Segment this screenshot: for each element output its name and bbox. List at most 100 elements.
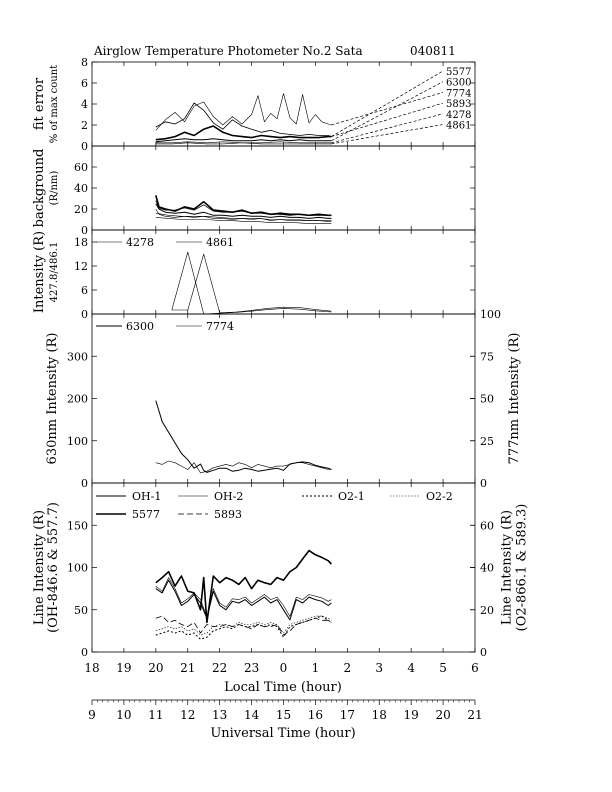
legend-label-5577: 5577 — [446, 67, 471, 78]
series-line-4861 — [155, 142, 332, 145]
y-tick-label: 0 — [81, 224, 88, 237]
y-tick-label: 50 — [74, 604, 88, 617]
ut-tick-label: 9 — [88, 708, 96, 722]
y-right-tick-label: 25 — [480, 435, 494, 448]
y-right-tick-label: 50 — [480, 393, 494, 406]
local-tick-label: 19 — [116, 661, 131, 675]
local-tick-label: 5 — [439, 661, 447, 675]
legend-label-5893: 5893 — [446, 99, 471, 110]
y-tick-label: 150 — [67, 519, 88, 532]
legend-label-OH-1: OH-1 — [132, 490, 161, 503]
y-axis-label: (R/nm) — [49, 171, 60, 206]
y-right-tick-label: 100 — [480, 308, 501, 321]
y-axis-label: Intensity (R) — [32, 231, 47, 313]
series-line-7774 — [155, 93, 332, 131]
legend-label-6300: 6300 — [126, 320, 154, 333]
legend-label-6300: 6300 — [446, 78, 471, 89]
y-tick-label: 300 — [67, 350, 88, 363]
legend-label-O2-1: O2-1 — [338, 490, 365, 503]
series-line-OH-2 — [155, 577, 332, 617]
y-axis-label: 630nm Intensity (R) — [45, 333, 60, 465]
legend-label-7774: 7774 — [206, 320, 234, 333]
ut-tick-label: 12 — [180, 708, 195, 722]
y-tick-label: 0 — [81, 477, 88, 490]
ut-tick-label: 20 — [435, 708, 450, 722]
series-line-5577 — [155, 125, 332, 141]
series-line-O2-1 — [155, 615, 332, 640]
local-tick-label: 1 — [312, 661, 320, 675]
y-tick-label: 60 — [74, 161, 88, 174]
y-right-tick-label: 40 — [480, 562, 494, 575]
ut-tick-label: 19 — [404, 708, 419, 722]
series-line-4278 — [171, 251, 332, 315]
local-tick-label: 18 — [84, 661, 99, 675]
local-tick-label: 20 — [148, 661, 163, 675]
y-tick-label: 100 — [67, 562, 88, 575]
legend-leader-6300 — [331, 81, 444, 142]
legend-label-5577: 5577 — [132, 508, 160, 521]
ut-tick-label: 13 — [212, 708, 227, 722]
ut-tick-label: 10 — [116, 708, 131, 722]
y-axis-label: Line Intensity (R) — [32, 510, 47, 625]
ut-tick-label: 21 — [467, 708, 482, 722]
series-line-6300 — [155, 138, 332, 143]
ut-tick-label: 15 — [276, 708, 291, 722]
figure-title: Airglow Temperature Photometer No.2 Sata — [93, 44, 363, 58]
local-tick-label: 21 — [180, 661, 195, 675]
y-axis-label: background — [32, 149, 47, 228]
panel-630nm-777nm: 0 100 200 300 0 25 50 75 100 630nm Intensity (R) 7… — [45, 308, 522, 490]
series-line-4861 — [171, 253, 332, 314]
ut-tick-label: 16 — [308, 708, 323, 722]
local-tick-label: 3 — [375, 661, 383, 675]
legend-label-4861: 4861 — [206, 236, 234, 249]
y-right-tick-label: 60 — [480, 519, 494, 532]
y-tick-label: 12 — [74, 260, 88, 273]
panel-fit-error: 0 2 4 6 8 fit error% of max count 557763007774… — [32, 56, 476, 153]
series-line-6300 — [155, 203, 332, 219]
series-line-4861 — [155, 212, 332, 221]
legend-label-4861: 4861 — [446, 121, 471, 132]
series-line-4278 — [155, 217, 332, 224]
series-line-6300 — [155, 400, 332, 473]
legend-leader-5893 — [331, 102, 444, 137]
legend-label-7774: 7774 — [446, 88, 471, 99]
panel-frame — [91, 313, 476, 484]
local-tick-label: 22 — [212, 661, 227, 675]
legend-leader-4861 — [331, 124, 444, 145]
legend-label-4278: 4278 — [126, 236, 154, 249]
series-line-7774 — [155, 460, 332, 474]
y-tick-label: 2 — [81, 119, 88, 132]
y-tick-label: 20 — [74, 203, 88, 216]
y-tick-label: 6 — [81, 77, 88, 90]
series-line-OH-1 — [155, 579, 332, 621]
legend-leader-7774 — [331, 92, 444, 126]
legend-leader-5577 — [331, 70, 444, 137]
local-time-label: Local Time (hour) — [224, 680, 342, 695]
local-tick-label: 23 — [244, 661, 259, 675]
y-right-axis-label: (O2-866.1 & 589.3) — [515, 504, 530, 632]
panel-frame — [91, 145, 476, 231]
ut-tick-label: 18 — [372, 708, 387, 722]
y-tick-label: 200 — [67, 393, 88, 406]
legend-label-O2-2: O2-2 — [426, 490, 453, 503]
universal-time-label: Universal Time (hour) — [210, 726, 355, 741]
panel-background: 0 20 40 60 background (R/nm) — [32, 145, 476, 237]
local-tick-label: 0 — [280, 661, 288, 675]
y-tick-label: 8 — [81, 56, 88, 69]
y-tick-label: 6 — [81, 284, 88, 297]
y-axis-label: 427.8/486.1 — [49, 242, 60, 303]
y-right-tick-label: 75 — [480, 350, 494, 363]
y-right-tick-label: 20 — [480, 604, 494, 617]
series-line-5893 — [155, 615, 332, 636]
panel-intensity-427.8-486.1: 0 6 12 18 Intensity (R) 427.8/486.1 4278 4861 — [32, 229, 476, 321]
local-tick-label: 2 — [344, 661, 352, 675]
ut-tick-label: 14 — [244, 708, 260, 722]
y-tick-label: 40 — [74, 182, 88, 195]
y-axis-label: (OH-846.6 & 557.7) — [46, 502, 61, 633]
series-line-5893 — [155, 200, 332, 216]
y-axis-label: fit error — [32, 77, 47, 130]
y-tick-label: 0 — [81, 308, 88, 321]
local-tick-label: 4 — [407, 661, 415, 675]
